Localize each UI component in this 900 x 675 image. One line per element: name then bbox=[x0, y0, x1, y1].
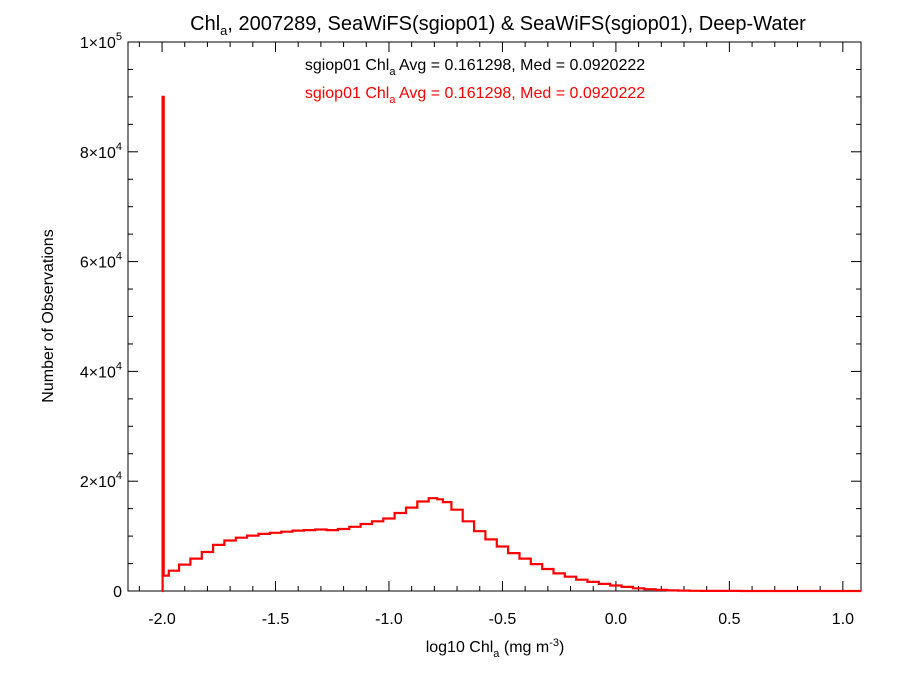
y-tick-label: 8×104 bbox=[80, 141, 122, 162]
x-tick-label: 0.0 bbox=[605, 611, 627, 628]
y-tick-label: 6×104 bbox=[80, 251, 122, 272]
y-tick-label: 4×104 bbox=[80, 360, 122, 381]
legend-entry-2: sgiop01 Chla Avg = 0.161298, Med = 0.092… bbox=[305, 85, 645, 106]
x-tick-label: -1.0 bbox=[375, 611, 403, 628]
plot-frame bbox=[127, 41, 862, 592]
y-tick-label: 0 bbox=[113, 584, 122, 601]
x-tick-label: -0.5 bbox=[489, 611, 517, 628]
x-tick-label: 1.0 bbox=[832, 611, 854, 628]
legend-entry-1: sgiop01 Chla Avg = 0.161298, Med = 0.092… bbox=[305, 57, 645, 78]
histogram-series-line-1 bbox=[161, 95, 861, 593]
x-axis-label: log10 Chla (mg m-3) bbox=[426, 637, 565, 660]
y-tick-label: 2×104 bbox=[80, 470, 122, 491]
x-tick-labels: -2.0 -1.5 -1.0 -0.5 0.0 0.5 1.0 bbox=[148, 611, 854, 628]
y-tick-label: 1×105 bbox=[80, 31, 122, 52]
y-axis-label: Number of Observations bbox=[40, 229, 57, 402]
x-tick-label: -1.5 bbox=[262, 611, 290, 628]
chart-title: Chla, 2007289, SeaWiFS(sgiop01) & SeaWiF… bbox=[190, 13, 806, 38]
x-tick-label: -2.0 bbox=[148, 611, 176, 628]
axis-ticks bbox=[128, 41, 861, 592]
y-tick-labels: 0 2×104 4×104 6×104 8×104 1×105 bbox=[80, 31, 122, 601]
x-tick-label: 0.5 bbox=[718, 611, 740, 628]
histogram-series bbox=[161, 95, 861, 593]
